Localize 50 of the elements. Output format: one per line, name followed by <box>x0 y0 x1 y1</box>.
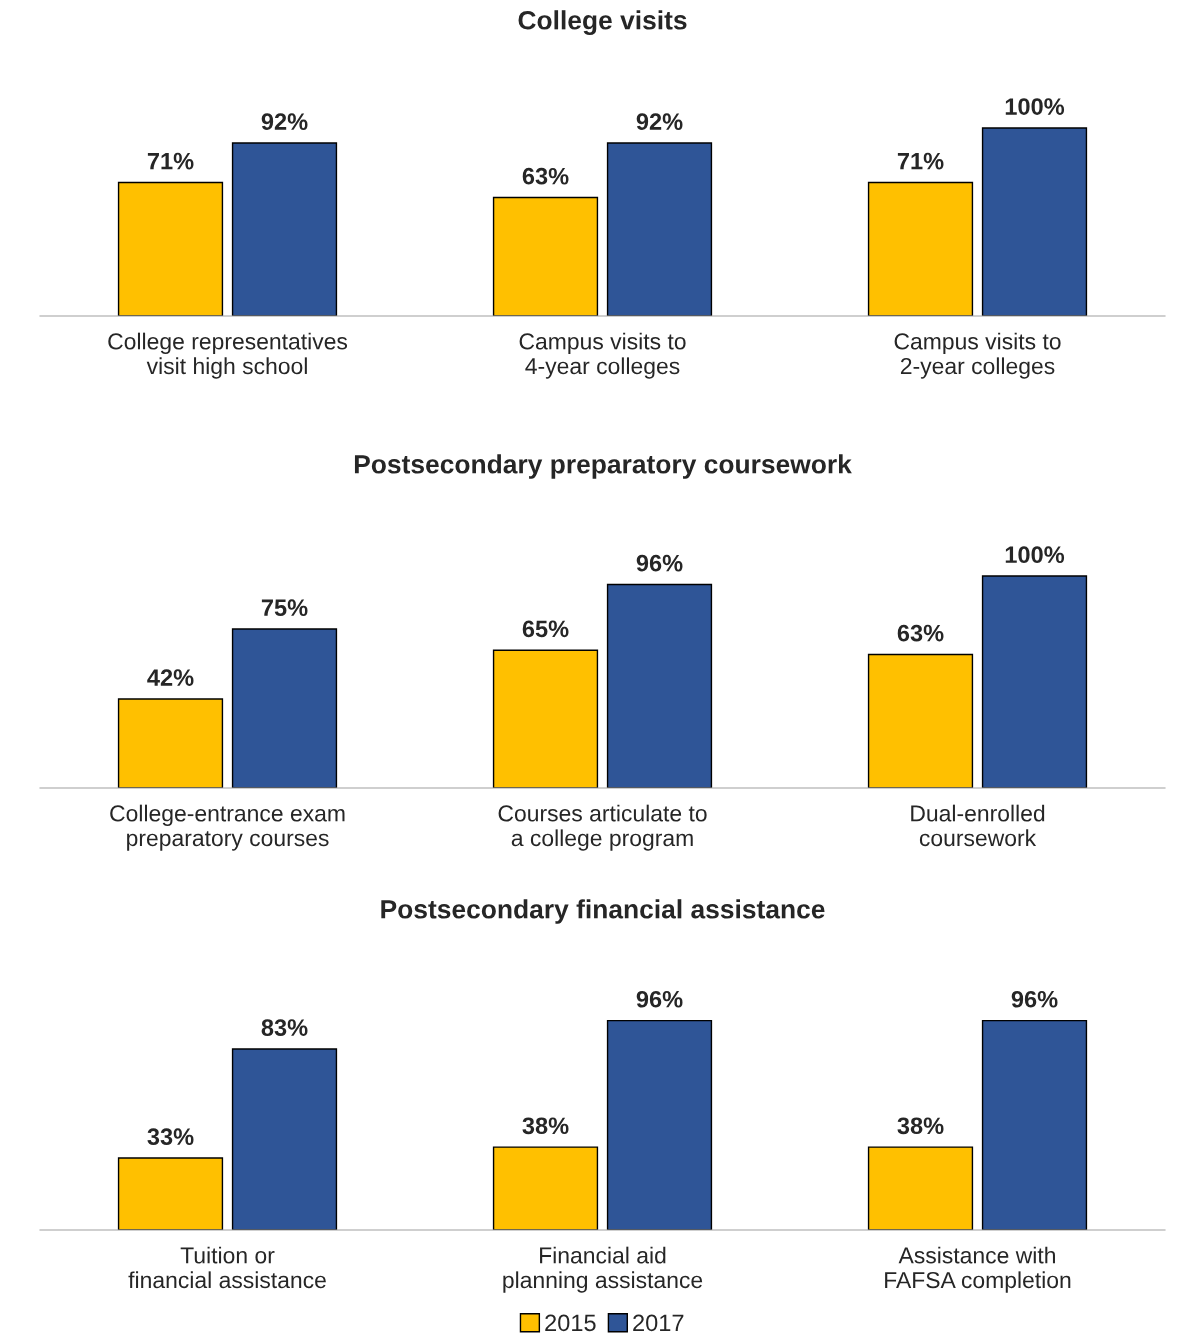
legend-label: 2015 <box>545 1314 596 1332</box>
chart-title: Postsecondary preparatory coursework <box>354 454 852 479</box>
bar <box>492 1146 599 1230</box>
bar <box>981 127 1088 316</box>
bar <box>981 575 1088 788</box>
chart-title: Postsecondary financial assistance <box>381 899 825 924</box>
x-tick-label: Dual-enrolled coursework <box>911 804 1045 847</box>
data-label: 65% <box>522 620 569 638</box>
bar <box>117 1157 224 1230</box>
bar <box>231 1048 338 1230</box>
bar <box>606 1019 713 1230</box>
x-tick-label: College representatives visit high school <box>108 332 348 379</box>
data-label: 42% <box>147 669 194 686</box>
data-label: 96% <box>636 554 683 572</box>
legend-label: 2017 <box>633 1314 684 1332</box>
x-tick-label: Tuition or financial assistance <box>128 1246 326 1289</box>
x-tick-label: Assistance with FAFSA completion <box>885 1246 1071 1293</box>
chart-title: College visits <box>518 10 687 35</box>
bar <box>867 1146 974 1230</box>
bar <box>231 142 338 316</box>
data-label: 96% <box>636 990 683 1008</box>
data-label: 96% <box>1011 990 1058 1008</box>
bar <box>492 196 599 316</box>
data-label: 63% <box>897 624 944 642</box>
bar <box>117 181 224 316</box>
data-label: 33% <box>147 1128 194 1146</box>
data-label: 92% <box>261 113 308 131</box>
data-label: 75% <box>261 599 308 617</box>
x-tick-label: Courses articulate to a college program <box>498 804 707 851</box>
data-label: 38% <box>522 1117 569 1135</box>
bar <box>606 142 713 316</box>
x-tick-label: Campus visits to 4-year colleges <box>519 332 686 379</box>
bar <box>867 653 974 788</box>
x-tick-label: Financial aid planning assistance <box>503 1246 703 1293</box>
data-label: 100% <box>1005 546 1065 564</box>
data-label: 100% <box>1005 98 1065 115</box>
bar <box>117 698 224 788</box>
data-label: 71% <box>897 152 944 170</box>
bar <box>981 1019 1088 1230</box>
x-tick-label: College-entrance exam preparatory courses <box>110 804 345 851</box>
bar <box>492 649 599 788</box>
data-label: 83% <box>261 1019 308 1036</box>
bar <box>867 181 974 316</box>
data-label: 38% <box>897 1117 944 1135</box>
bar <box>231 628 338 788</box>
data-label: 71% <box>147 152 194 170</box>
x-tick-label: Campus visits to 2-year colleges <box>894 332 1061 379</box>
data-label: 92% <box>636 113 683 131</box>
bar <box>606 583 713 788</box>
data-label: 63% <box>522 167 569 185</box>
